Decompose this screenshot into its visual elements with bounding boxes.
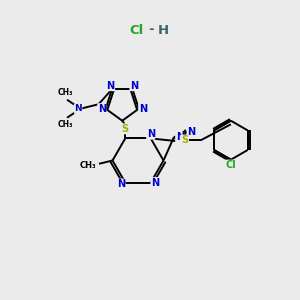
Text: N: N xyxy=(139,104,147,114)
Text: CH₃: CH₃ xyxy=(58,88,73,97)
Text: S: S xyxy=(122,124,129,134)
Text: N: N xyxy=(147,129,155,139)
Text: CH₃: CH₃ xyxy=(80,160,96,169)
Text: N: N xyxy=(176,133,184,142)
Text: N: N xyxy=(151,178,159,188)
Text: N: N xyxy=(117,179,125,189)
Text: N: N xyxy=(130,81,138,91)
Text: H: H xyxy=(158,23,169,37)
Text: N: N xyxy=(74,104,82,113)
Text: N: N xyxy=(187,127,195,137)
Text: N: N xyxy=(106,81,115,91)
Text: Cl: Cl xyxy=(129,23,144,37)
Text: N: N xyxy=(98,104,106,114)
Text: Cl: Cl xyxy=(226,160,236,170)
Text: S: S xyxy=(181,135,188,145)
Text: -: - xyxy=(149,23,154,37)
Text: CH₃: CH₃ xyxy=(58,120,73,129)
